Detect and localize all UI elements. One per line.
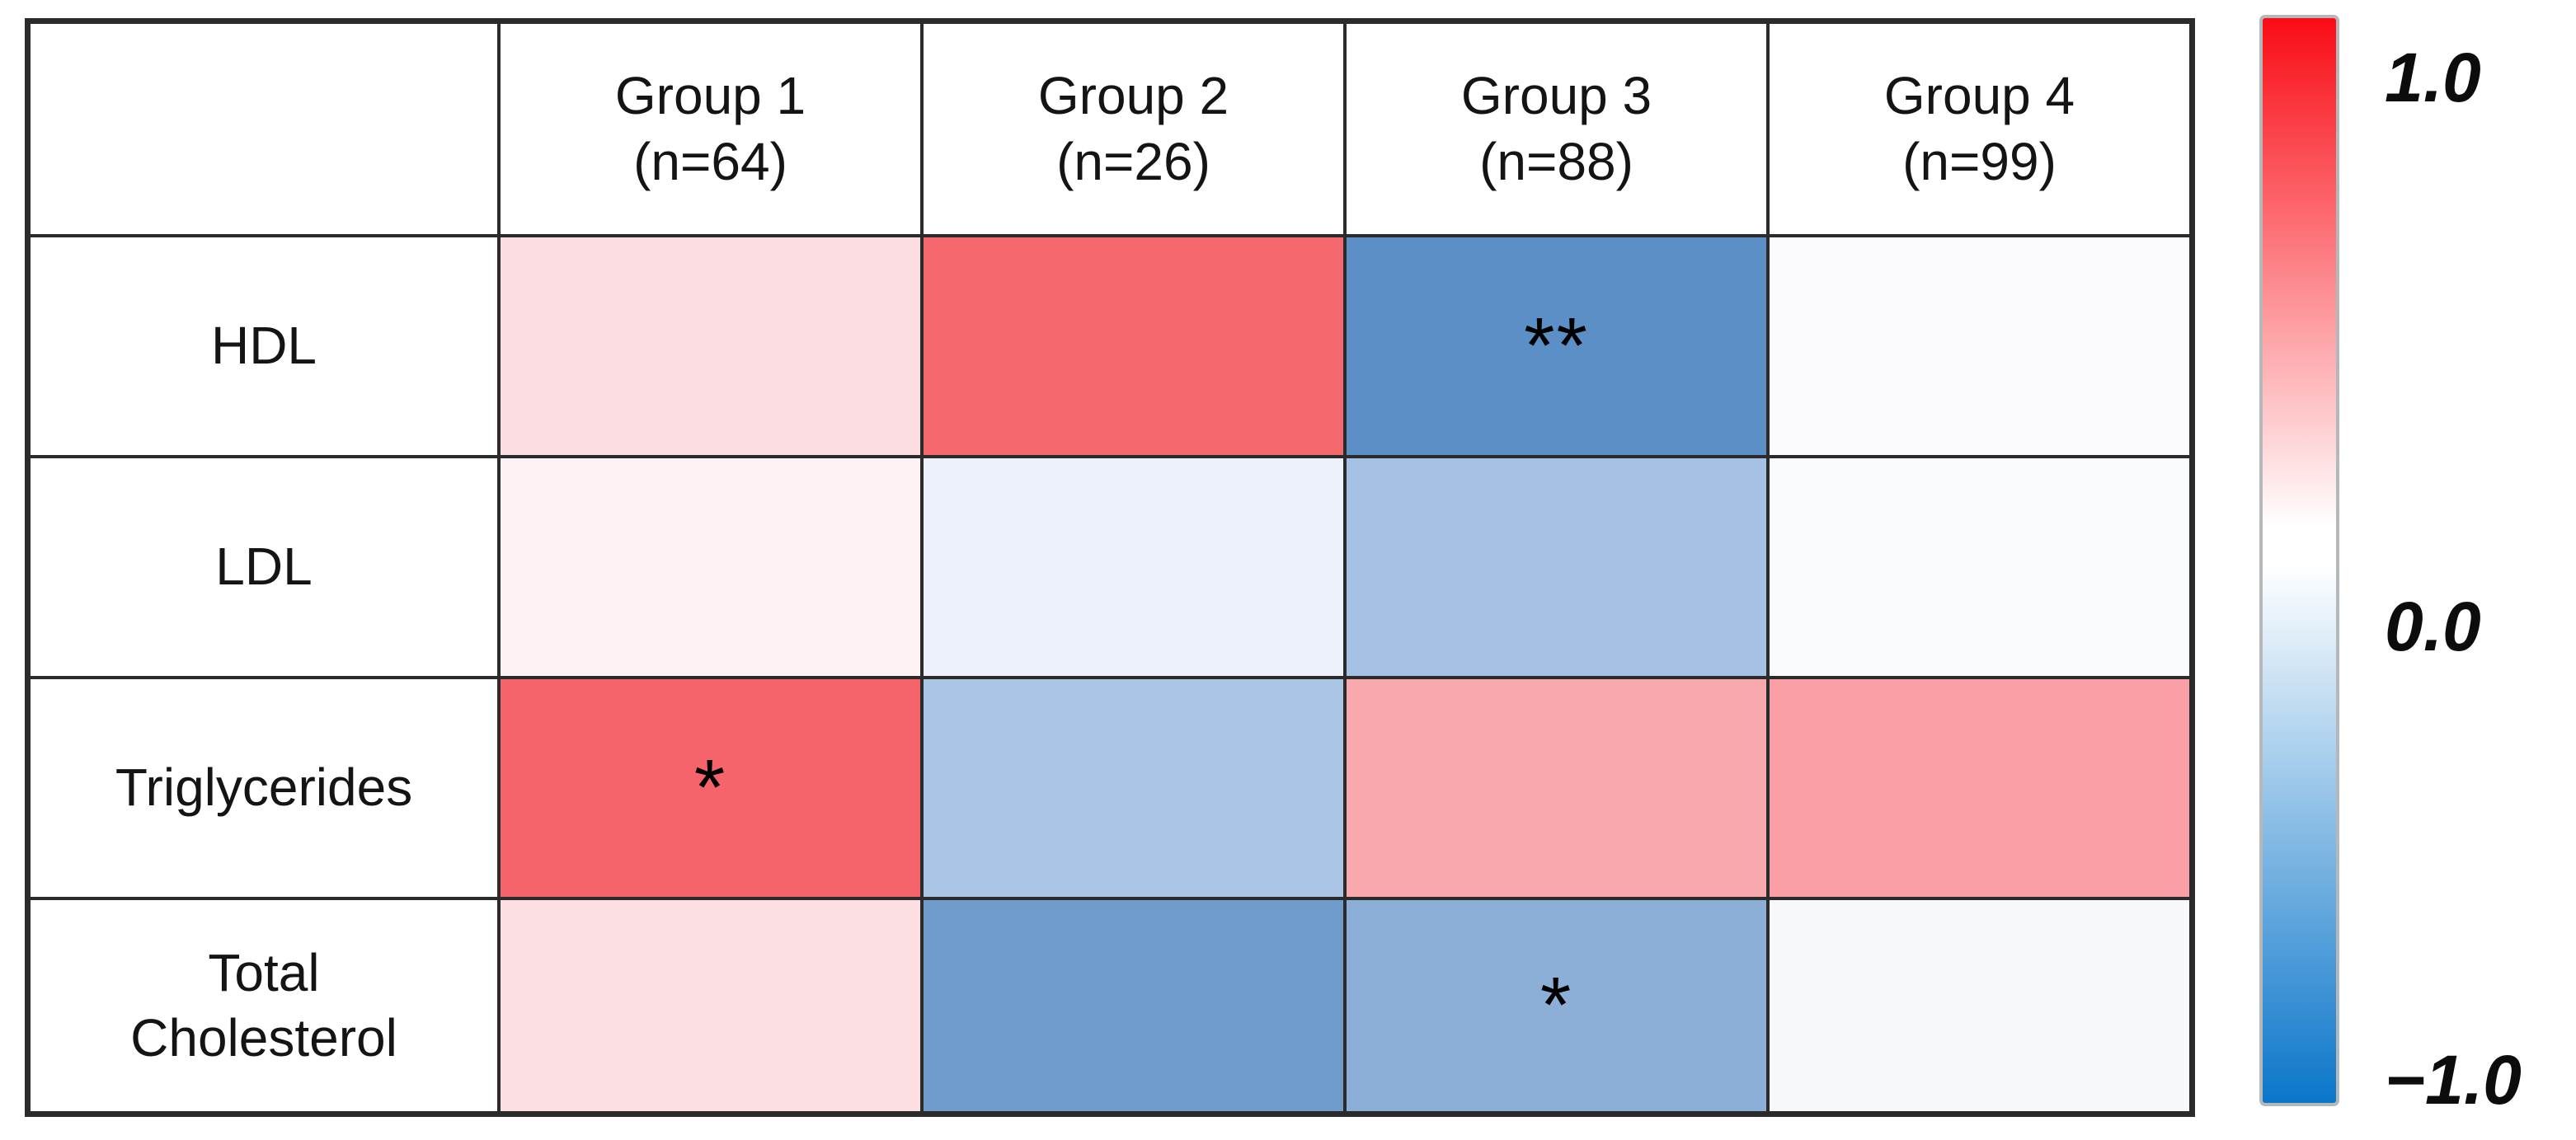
row-label: HDL xyxy=(31,237,497,455)
column-header-group-1: Group 1 (n=64) xyxy=(501,24,920,234)
row-label: Triglycerides xyxy=(31,679,497,897)
heatmap-cell xyxy=(1770,458,2189,676)
column-header-group-4: Group 4 (n=99) xyxy=(1770,24,2189,234)
heatmap-cell xyxy=(924,458,1343,676)
heatmap-cell xyxy=(1770,237,2189,455)
significance-mark: ** xyxy=(1524,302,1589,390)
column-header-group-3: Group 3 (n=88) xyxy=(1347,24,1766,234)
corner-cell xyxy=(31,24,497,234)
heatmap-cell xyxy=(501,900,920,1111)
heatmap-cell xyxy=(1347,679,1766,897)
heatmap-cell xyxy=(1347,458,1766,676)
significance-mark: * xyxy=(693,744,727,832)
row-label: Total Cholesterol xyxy=(31,900,497,1111)
row-label: LDL xyxy=(31,458,497,676)
colorbar-tick-min: −1.0 xyxy=(2385,1041,2522,1119)
heatmap-cell: * xyxy=(1347,900,1766,1111)
significance-mark: * xyxy=(1539,961,1573,1049)
heatmap-cell: ** xyxy=(1347,237,1766,455)
heatmap-cell xyxy=(924,679,1343,897)
heatmap-cell: * xyxy=(501,679,920,897)
colorbar-gradient xyxy=(2259,15,2339,1106)
heatmap-cell xyxy=(924,237,1343,455)
column-header-group-2: Group 2 (n=26) xyxy=(924,24,1343,234)
heatmap-cell xyxy=(501,458,920,676)
heatmap-cell xyxy=(924,900,1343,1111)
heatmap-cell xyxy=(1770,679,2189,897)
correlation-table: Group 1 (n=64) Group 2 (n=26) Group 3 (n=8… xyxy=(25,18,2195,1117)
heatmap-cell xyxy=(1770,900,2189,1111)
heatmap-cell xyxy=(501,237,920,455)
colorbar-tick-zero: 0.0 xyxy=(2385,588,2481,665)
colorbar-tick-max: 1.0 xyxy=(2385,39,2481,116)
